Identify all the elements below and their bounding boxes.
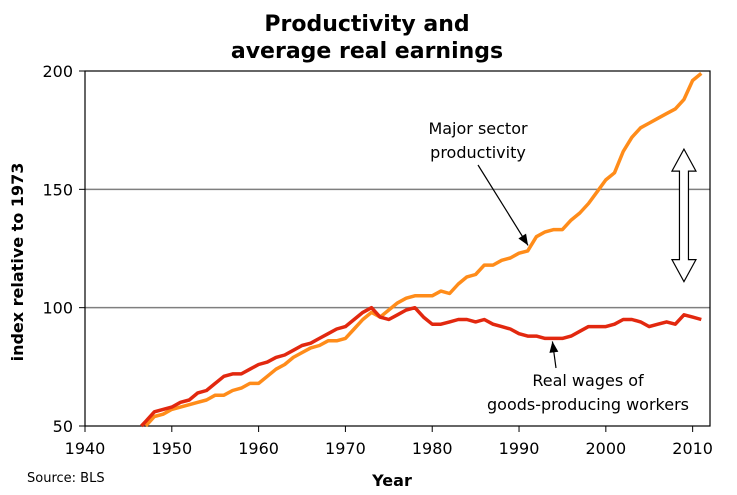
x-tick-label: 2010 <box>672 439 713 458</box>
y-tick-label: 100 <box>42 299 73 318</box>
series-line-productivity <box>144 72 703 428</box>
y-tick-label: 200 <box>42 62 73 81</box>
annotation-productivity-line-1: Major sector <box>428 119 528 138</box>
x-tick-label: 1940 <box>65 439 106 458</box>
y-tick-label: 50 <box>53 417 73 436</box>
annotation-productivity-line-2: productivity <box>430 143 526 162</box>
annotation-arrow-productivity-head <box>518 233 529 246</box>
chart-title-line-1: Productivity and <box>264 12 469 37</box>
annotation-arrow-wages-head <box>549 341 559 353</box>
x-tick-label: 1990 <box>499 439 540 458</box>
x-tick-label: 1970 <box>325 439 366 458</box>
x-tick-label: 1980 <box>412 439 453 458</box>
x-axis-label: Year <box>371 471 412 490</box>
annotation-wages-line-1: Real wages of <box>532 371 644 390</box>
y-tick-label: 150 <box>42 180 73 199</box>
plot-area <box>84 70 711 427</box>
x-tick-label: 1960 <box>238 439 279 458</box>
y-axis-label: index relative to 1973 <box>8 163 27 362</box>
chart-title-line-2: average real earnings <box>231 39 503 64</box>
series-line-real-wages <box>140 305 702 428</box>
source-note: Source: BLS <box>27 471 105 486</box>
annotation-wages-line-2: goods-producing workers <box>487 395 689 414</box>
gap-double-arrow <box>670 147 697 283</box>
x-tick-label: 1950 <box>151 439 192 458</box>
x-tick-label: 2000 <box>585 439 626 458</box>
annotation-arrow-productivity <box>477 164 529 246</box>
